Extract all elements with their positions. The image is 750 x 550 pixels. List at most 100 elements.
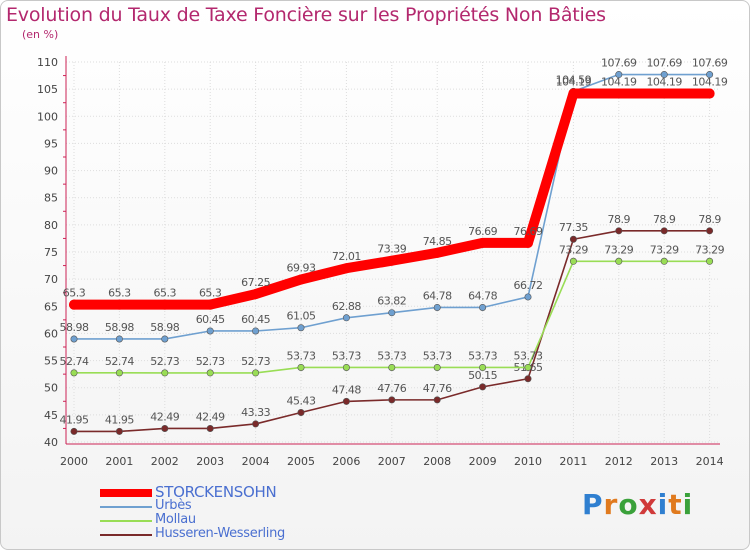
data-point — [297, 324, 305, 332]
data-label: 67.25 — [241, 276, 270, 289]
data-point — [161, 424, 169, 432]
data-label: 64.78 — [468, 289, 497, 302]
data-point — [388, 363, 396, 371]
legend-label-storckensohn: STORCKENSOHN — [155, 483, 277, 501]
data-label: 42.49 — [150, 410, 179, 423]
data-label: 50.15 — [468, 369, 497, 382]
series-mollau: 52.74 52.74 52.73 52.73 52.73 53.73 53.73 53.73… — [60, 243, 725, 377]
data-label: 73.29 — [559, 243, 588, 256]
data-point — [252, 369, 260, 377]
data-point — [388, 309, 396, 317]
data-point — [342, 314, 350, 322]
data-label: 52.73 — [241, 355, 270, 368]
data-point — [479, 303, 487, 311]
legend-item-urbes: Urbès — [100, 498, 420, 514]
logo-letter: o — [618, 488, 639, 521]
data-label: 60.45 — [241, 313, 270, 326]
data-label: 58.98 — [105, 321, 134, 334]
data-point — [69, 299, 79, 310]
legend-label-mollau: Mollau — [155, 512, 196, 527]
data-point — [388, 396, 396, 404]
y-tick-label: 45 — [44, 409, 58, 422]
y-tick-label: 60 — [44, 327, 58, 340]
y-tick-label: 40 — [44, 436, 58, 449]
data-point — [524, 375, 532, 383]
proxiti-logo: Proxiti — [582, 488, 693, 521]
data-point — [206, 424, 214, 432]
data-label: 73.29 — [695, 243, 724, 256]
data-label: 107.69 — [692, 57, 728, 70]
data-label: 64.78 — [423, 289, 452, 302]
data-point — [250, 289, 261, 300]
data-point — [342, 363, 350, 371]
data-label: 53.73 — [514, 349, 543, 362]
data-label: 42.49 — [196, 410, 225, 423]
data-point — [660, 257, 668, 265]
legend-item-husseren-wesserling: Husseren-Wesserling — [100, 526, 420, 542]
x-tick-label: 2012 — [605, 455, 633, 468]
x-tick-label: 2006 — [332, 455, 360, 468]
data-point — [115, 427, 123, 435]
x-tick-label: 2011 — [559, 455, 587, 468]
x-tick-label: 2001 — [105, 455, 133, 468]
data-point — [704, 88, 715, 99]
data-label: 52.74 — [105, 355, 134, 368]
data-point — [115, 335, 123, 343]
x-tick-label: 2013 — [650, 455, 678, 468]
data-label: 104.19 — [646, 76, 682, 89]
data-point — [479, 363, 487, 371]
data-label: 66.72 — [514, 279, 543, 292]
data-label: 77.35 — [559, 221, 588, 234]
data-point — [433, 363, 441, 371]
x-tick-label: 2008 — [423, 455, 451, 468]
y-tick-label: 55 — [44, 355, 58, 368]
data-point — [159, 299, 170, 310]
data-point — [206, 327, 214, 335]
data-label: 65.3 — [154, 287, 177, 300]
data-label: 60.45 — [196, 313, 225, 326]
data-label: 104.19 — [601, 76, 637, 89]
legend-swatch-husseren-wesserling — [100, 534, 152, 536]
data-label: 63.82 — [377, 295, 406, 308]
data-label: 52.73 — [150, 355, 179, 368]
legend-item-storckensohn: STORCKENSOHN — [100, 483, 420, 501]
logo-letter: x — [638, 488, 658, 521]
y-tick-label: 75 — [44, 246, 58, 259]
data-point — [297, 409, 305, 417]
logo-letter: i — [682, 488, 694, 521]
y-tick-label: 85 — [44, 192, 58, 205]
data-label: 74.85 — [423, 235, 452, 248]
data-point — [659, 88, 670, 99]
data-point — [706, 71, 714, 79]
chart-title: Evolution du Taux de Taxe Foncière sur l… — [6, 4, 606, 26]
data-point — [70, 427, 78, 435]
data-label: 47.48 — [332, 383, 361, 396]
data-point — [161, 369, 169, 377]
data-label: 107.69 — [601, 57, 637, 70]
y-tick-label: 105 — [37, 83, 58, 96]
data-label: 104.59 — [556, 73, 592, 86]
data-point — [386, 255, 397, 266]
x-tick-label: 2014 — [696, 455, 724, 468]
x-tick-label: 2000 — [60, 455, 88, 468]
data-label: 65.3 — [199, 287, 222, 300]
data-label: 53.73 — [377, 349, 406, 362]
data-point — [615, 227, 623, 235]
data-label: 53.73 — [287, 349, 316, 362]
data-point — [477, 237, 488, 248]
data-label: 104.19 — [692, 76, 728, 89]
data-label: 76.69 — [514, 225, 543, 238]
data-label: 41.95 — [60, 413, 89, 426]
data-label: 47.76 — [423, 382, 452, 395]
logo-letter: i — [657, 488, 669, 521]
y-unit-label: (en %) — [22, 28, 59, 41]
y-tick-label: 80 — [44, 219, 58, 232]
data-label: 58.98 — [150, 321, 179, 334]
series-urbès: 58.98 58.98 58.98 60.45 60.45 61.05 62.88 63.82… — [60, 57, 728, 343]
data-point — [296, 274, 306, 285]
legend-swatch-urbes — [100, 506, 152, 508]
data-point — [205, 299, 216, 310]
data-point — [206, 369, 214, 377]
data-point — [433, 396, 441, 404]
